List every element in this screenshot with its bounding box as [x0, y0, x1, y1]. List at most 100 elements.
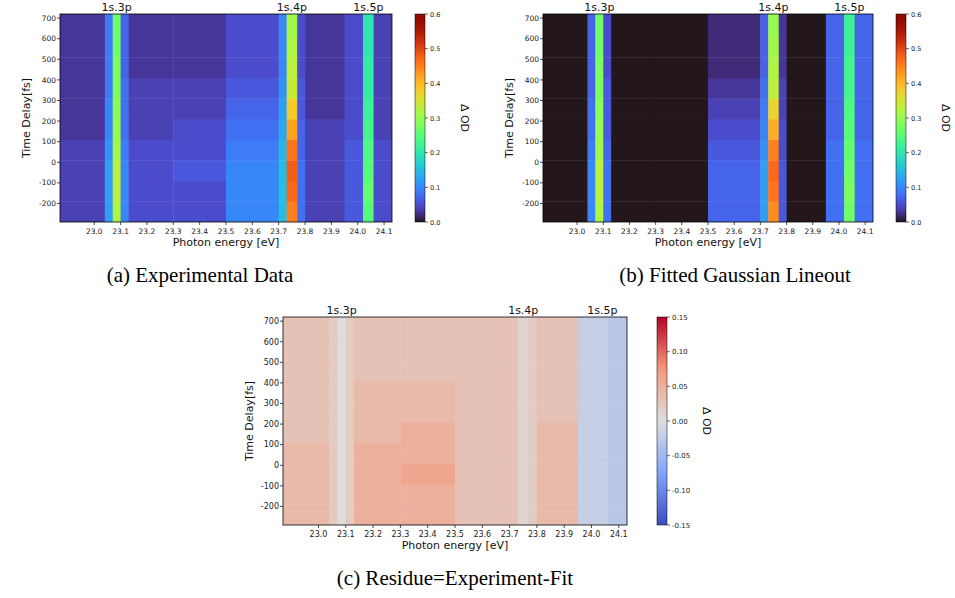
cell	[537, 463, 578, 484]
cell	[518, 340, 529, 361]
x-tick-label: 23.9	[323, 227, 340, 236]
cell	[121, 14, 129, 37]
cell	[768, 57, 779, 78]
cell	[329, 484, 338, 505]
cell	[656, 119, 709, 140]
colorbar-tick-label: 0.3	[911, 115, 921, 123]
cell	[578, 381, 598, 402]
cell	[708, 201, 761, 222]
cell	[578, 463, 598, 484]
cell	[354, 401, 401, 422]
cell	[226, 78, 279, 99]
y-tick-label: -100	[39, 178, 56, 187]
cell	[708, 181, 761, 202]
cell	[529, 484, 538, 505]
cell	[760, 14, 768, 37]
cell	[329, 340, 338, 361]
cell	[346, 340, 355, 361]
x-tick	[199, 222, 200, 225]
cell	[173, 160, 226, 181]
cell	[611, 78, 656, 99]
y-tick-label: -200	[522, 199, 539, 208]
x-tick-label: 23.6	[473, 530, 491, 539]
cell	[354, 360, 401, 381]
cell	[529, 463, 538, 484]
cell	[346, 443, 355, 464]
x-tick-label: 23.5	[218, 227, 235, 236]
cell	[455, 422, 510, 443]
cell	[374, 201, 392, 222]
y-tick	[280, 321, 283, 322]
cell	[287, 140, 298, 161]
colorbar-tick	[906, 14, 909, 15]
cell	[595, 181, 603, 202]
figure: 23.023.123.223.323.423.523.623.723.823.9…	[0, 0, 955, 598]
cell	[595, 160, 603, 181]
colorbar-tick-label: 0.05	[672, 383, 688, 391]
cell	[760, 98, 768, 119]
cell	[588, 98, 596, 119]
y-tick	[280, 465, 283, 466]
cell	[105, 160, 113, 181]
y-tick-label: 200	[42, 117, 57, 126]
cell	[855, 181, 873, 202]
colorbar-tick-label: 0.4	[911, 80, 921, 88]
cell	[121, 119, 129, 140]
cell	[760, 201, 768, 222]
cell	[578, 484, 598, 505]
y-tick-label: 600	[264, 338, 279, 347]
cell	[595, 201, 603, 222]
cell	[354, 422, 401, 443]
cell	[113, 78, 121, 99]
colorbar-tick-label: 0.2	[911, 149, 921, 157]
cell	[354, 340, 401, 361]
cell	[611, 140, 656, 161]
cell	[779, 181, 787, 202]
y-axis-title: Time Delay[fs]	[243, 381, 256, 462]
cell	[510, 317, 519, 340]
cell	[346, 463, 355, 484]
cell	[400, 381, 455, 402]
cell	[768, 181, 779, 202]
cell	[455, 443, 510, 464]
cell	[597, 443, 608, 464]
cell	[597, 422, 608, 443]
cell	[363, 181, 374, 202]
cell	[400, 401, 455, 422]
cell	[60, 181, 105, 202]
cell	[226, 140, 279, 161]
x-tick	[120, 222, 121, 225]
colorbar-tick	[425, 152, 428, 153]
cell	[844, 14, 855, 37]
peak-label: 1s.3p	[584, 1, 614, 14]
cell	[400, 422, 455, 443]
cell	[129, 98, 174, 119]
cell	[543, 57, 588, 78]
cell	[329, 381, 338, 402]
x-tick	[734, 222, 735, 225]
cell	[305, 98, 345, 119]
x-tick-label: 24.1	[376, 227, 393, 236]
cell	[608, 381, 627, 402]
peak-label: 1s.4p	[277, 1, 307, 14]
cell	[346, 484, 355, 505]
cell	[779, 140, 787, 161]
cell	[779, 98, 787, 119]
x-tick-label: 23.8	[297, 227, 314, 236]
cell	[338, 401, 347, 422]
cell	[113, 160, 121, 181]
cell	[374, 98, 392, 119]
cell	[611, 181, 656, 202]
y-tick	[540, 121, 543, 122]
cell	[400, 317, 455, 340]
colorbar-tick-label: 0.5	[911, 45, 921, 53]
cell	[611, 57, 656, 78]
cell	[708, 14, 761, 37]
cell	[708, 119, 761, 140]
cell	[588, 181, 596, 202]
y-tick-label: 700	[525, 14, 540, 23]
cell	[226, 160, 279, 181]
cell	[287, 78, 298, 99]
cell	[287, 201, 298, 222]
cell	[779, 160, 787, 181]
